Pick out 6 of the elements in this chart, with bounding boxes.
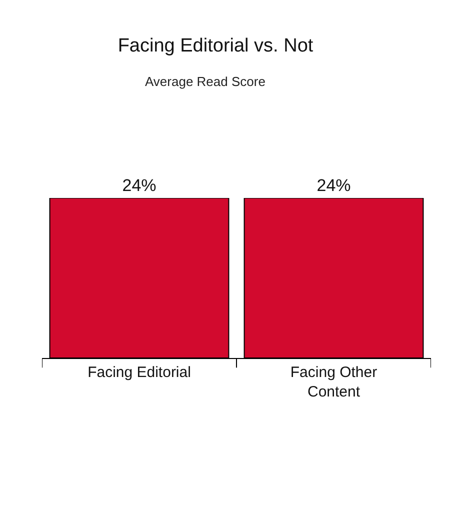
x-tick-label: Facing Editorial (88, 364, 191, 381)
chart-title: Facing Editorial vs. Not (118, 36, 314, 57)
chart-subtitle: Average Read Score (145, 74, 266, 89)
data-label: 24% (122, 176, 156, 195)
data-label: 24% (316, 176, 351, 195)
x-tick-label: Facing Other Content (290, 364, 378, 400)
